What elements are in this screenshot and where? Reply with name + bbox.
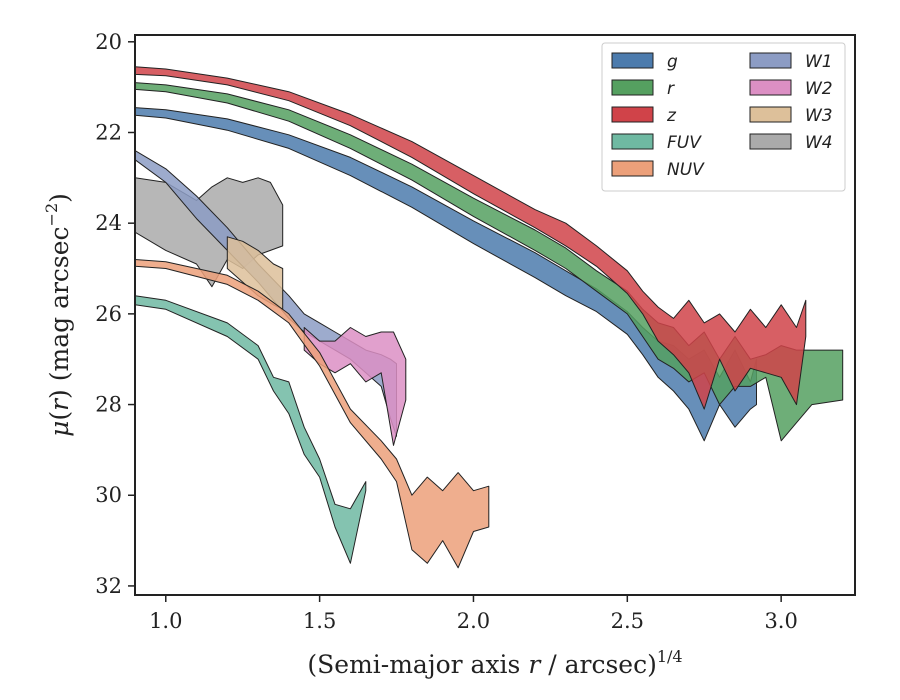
legend-swatch-nuv xyxy=(611,160,654,177)
y-tick-label: 26 xyxy=(95,302,122,326)
legend-label-w3: W3 xyxy=(805,106,833,126)
y-tick-label: 24 xyxy=(95,211,122,235)
y-tick-label: 32 xyxy=(95,574,122,598)
plot-area xyxy=(135,66,844,569)
legend-swatch-w3 xyxy=(749,106,792,123)
legend-label-w2: W2 xyxy=(805,79,833,99)
legend-label-nuv: NUV xyxy=(667,160,705,180)
y-tick-label: 30 xyxy=(95,483,122,507)
legend-label-r: r xyxy=(667,79,675,99)
x-tick-label: 2.0 xyxy=(457,609,490,633)
y-tick-label: 22 xyxy=(95,120,122,144)
x-tick-label: 3.0 xyxy=(764,609,797,633)
legend: grz FUV NUV W1 W2 W3 W4 xyxy=(601,42,846,192)
legend-swatch-fuv xyxy=(611,133,654,150)
x-tick-label: 1.5 xyxy=(303,609,336,633)
y-axis: 20 22 24 26 28 30 32 xyxy=(95,30,135,598)
plot-frame xyxy=(134,34,856,596)
series-band-w2 xyxy=(303,327,407,446)
legend-label-g: g xyxy=(667,52,678,72)
legend-swatch-w4 xyxy=(749,133,792,150)
y-tick-label: 28 xyxy=(95,393,122,417)
y-tick-label: 20 xyxy=(95,30,122,54)
legend-swatch-w2 xyxy=(749,79,792,96)
legend-label-w4: W4 xyxy=(805,133,833,153)
series-band-fuv xyxy=(135,295,367,564)
series-band-r xyxy=(135,82,844,442)
series-band-z xyxy=(135,66,807,410)
series-band-nuv xyxy=(135,259,490,569)
x-axis-title: (Semi-major axis r / arcsec)1/4 xyxy=(307,647,682,679)
x-tick-label: 1.0 xyxy=(149,609,182,633)
legend-label-z: z xyxy=(666,106,677,126)
legend-swatch-g xyxy=(611,52,654,69)
y-axis-title: μ(r) (mag arcsec−2) xyxy=(42,193,74,437)
x-axis: 1.0 1.5 2.0 2.5 3.0 xyxy=(149,595,798,633)
legend-label-w1: W1 xyxy=(805,52,833,72)
x-tick-label: 2.5 xyxy=(611,609,644,633)
legend-label-fuv: FUV xyxy=(667,133,702,153)
legend-swatch-w1 xyxy=(749,52,792,69)
legend-swatch-z xyxy=(611,106,654,123)
series-band-g xyxy=(135,107,757,442)
legend-swatch-r xyxy=(611,79,654,96)
